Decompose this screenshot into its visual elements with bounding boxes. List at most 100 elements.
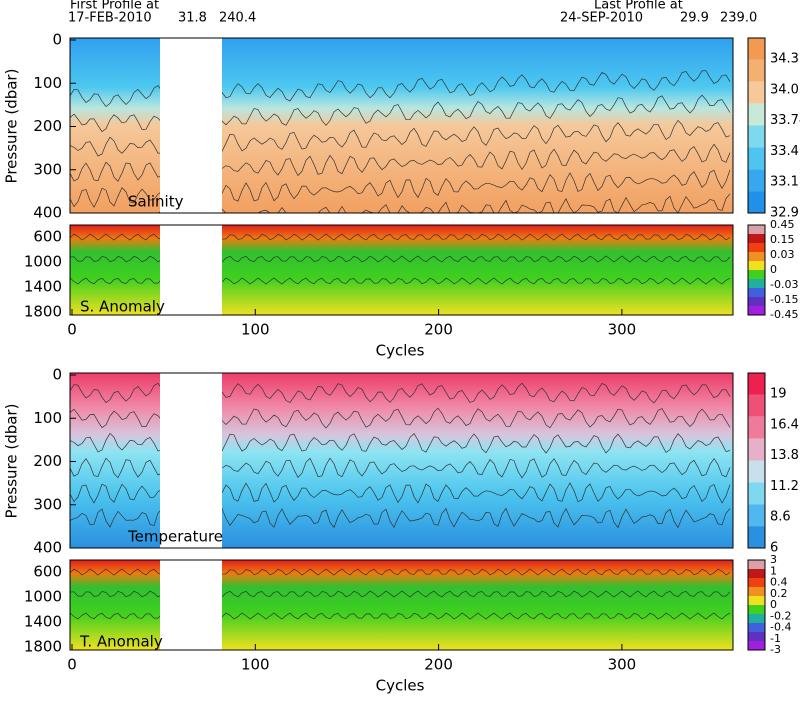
last-lat: 29.9 bbox=[680, 11, 709, 26]
y-tick-label: 300 bbox=[33, 495, 62, 513]
colorbar-swatch bbox=[748, 59, 765, 82]
colorbar-label: 34.3 bbox=[770, 52, 799, 67]
colorbar-swatch bbox=[748, 373, 765, 395]
first-label: First Profile at bbox=[70, 0, 159, 13]
anomaly-frame bbox=[69, 559, 734, 651]
colorbar-label: 19 bbox=[770, 387, 787, 402]
colorbar-swatch bbox=[748, 125, 765, 148]
colorbar-label: -0.03 bbox=[770, 278, 798, 291]
colorbar-label: 33.74 bbox=[770, 113, 800, 128]
colorbar-swatch bbox=[748, 261, 765, 270]
y-tick-label: 100 bbox=[33, 409, 62, 427]
colorbar-label: 0.4 bbox=[770, 576, 788, 589]
y-tick-label: 1400 bbox=[24, 278, 62, 296]
colorbar-swatch bbox=[748, 147, 765, 170]
colorbar-label: 0.03 bbox=[770, 248, 795, 261]
colorbar-swatch bbox=[748, 526, 765, 548]
y-tick-label: 200 bbox=[33, 452, 62, 470]
colorbar-swatch bbox=[748, 38, 765, 60]
colorbar-swatch bbox=[748, 288, 765, 297]
colorbar-label: 33.46 bbox=[770, 144, 800, 159]
colorbar-swatch bbox=[748, 306, 765, 315]
y-tick-label: 0 bbox=[52, 31, 62, 49]
colorbar-label: 6 bbox=[770, 541, 778, 556]
colorbar-label: -0.2 bbox=[770, 609, 791, 622]
colorbar-swatch bbox=[748, 297, 765, 306]
colorbar-swatch bbox=[748, 225, 765, 234]
first-lon: 240.4 bbox=[219, 11, 256, 26]
x-tick-label: 100 bbox=[241, 656, 270, 674]
x-tick-label: 0 bbox=[67, 656, 77, 674]
last-date: 24-SEP-2010 bbox=[560, 11, 643, 26]
colorbar-swatch bbox=[748, 103, 765, 126]
x-axis-title: Cycles bbox=[376, 677, 425, 695]
y-tick-label: 1400 bbox=[24, 613, 62, 631]
colorbar-label: 32.9 bbox=[770, 206, 799, 221]
colorbar-frame bbox=[747, 559, 766, 651]
colorbar-swatch bbox=[748, 460, 765, 483]
first-date: 17-FEB-2010 bbox=[68, 11, 152, 26]
colorbar-swatch bbox=[748, 587, 765, 596]
colorbar-label: 0 bbox=[770, 598, 777, 611]
x-tick-label: 300 bbox=[608, 656, 637, 674]
colorbar-frame bbox=[747, 372, 766, 549]
y-tick-label: 400 bbox=[33, 539, 62, 557]
main-frame bbox=[69, 372, 734, 549]
y-tick-label: 600 bbox=[33, 563, 62, 581]
colorbar-label: 13.8 bbox=[770, 448, 799, 463]
colorbar-swatch bbox=[748, 482, 765, 505]
colorbar-label: 16.4 bbox=[770, 417, 799, 432]
colorbar-swatch bbox=[748, 614, 765, 623]
colorbar-label: 0.2 bbox=[770, 587, 788, 600]
y-tick-label: 600 bbox=[33, 228, 62, 246]
colorbar-swatch bbox=[748, 560, 765, 569]
colorbar-label: 1 bbox=[770, 564, 777, 577]
colorbar-swatch bbox=[748, 169, 765, 192]
panel-label: S. Anomaly bbox=[80, 298, 165, 316]
colorbar-label: -1 bbox=[770, 632, 781, 645]
first-lat: 31.8 bbox=[178, 11, 207, 26]
y-tick-label: 0 bbox=[52, 366, 62, 384]
colorbar-swatch bbox=[748, 191, 765, 213]
colorbar-label: 11.2 bbox=[770, 479, 799, 494]
colorbar-label: 0.15 bbox=[770, 233, 795, 246]
colorbar-label: 33.18 bbox=[770, 175, 800, 190]
y-tick-label: 300 bbox=[33, 160, 62, 178]
panel-label: Temperature bbox=[127, 528, 223, 546]
colorbar-swatch bbox=[748, 252, 765, 261]
colorbar-swatch bbox=[748, 234, 765, 243]
y-tick-label: 1000 bbox=[24, 588, 62, 606]
colorbar-swatch bbox=[748, 632, 765, 641]
x-tick-label: 200 bbox=[424, 656, 453, 674]
anomaly-frame bbox=[69, 224, 734, 316]
colorbar-label: -0.4 bbox=[770, 621, 791, 634]
colorbar-swatch bbox=[748, 279, 765, 288]
colorbar-label: 8.6 bbox=[770, 510, 791, 525]
colorbar-swatch bbox=[748, 504, 765, 527]
x-tick-label: 100 bbox=[241, 321, 270, 339]
data-gap bbox=[160, 38, 222, 213]
colorbar-label: 3 bbox=[770, 553, 777, 566]
colorbar-swatch bbox=[748, 578, 765, 587]
x-tick-label: 200 bbox=[424, 321, 453, 339]
colorbar-swatch bbox=[748, 596, 765, 605]
colorbar-label: -0.15 bbox=[770, 293, 798, 306]
data-gap bbox=[160, 373, 222, 548]
y-axis-title: Pressure (dbar) bbox=[3, 404, 21, 519]
colorbar-swatch bbox=[748, 641, 765, 650]
colorbar-frame bbox=[747, 37, 766, 214]
x-axis-title: Cycles bbox=[376, 342, 425, 360]
colorbar-swatch bbox=[748, 243, 765, 252]
y-tick-label: 1800 bbox=[24, 638, 62, 656]
y-tick-label: 1800 bbox=[24, 303, 62, 321]
y-tick-label: 200 bbox=[33, 117, 62, 135]
last-label: Last Profile at bbox=[594, 0, 683, 13]
panel-label: T. Anomaly bbox=[79, 633, 163, 651]
colorbar-swatch bbox=[748, 81, 765, 104]
x-tick-label: 0 bbox=[67, 321, 77, 339]
data-gap bbox=[160, 225, 222, 315]
main-frame bbox=[69, 37, 734, 214]
colorbar-label: -0.45 bbox=[770, 308, 798, 321]
colorbar-swatch bbox=[748, 605, 765, 614]
